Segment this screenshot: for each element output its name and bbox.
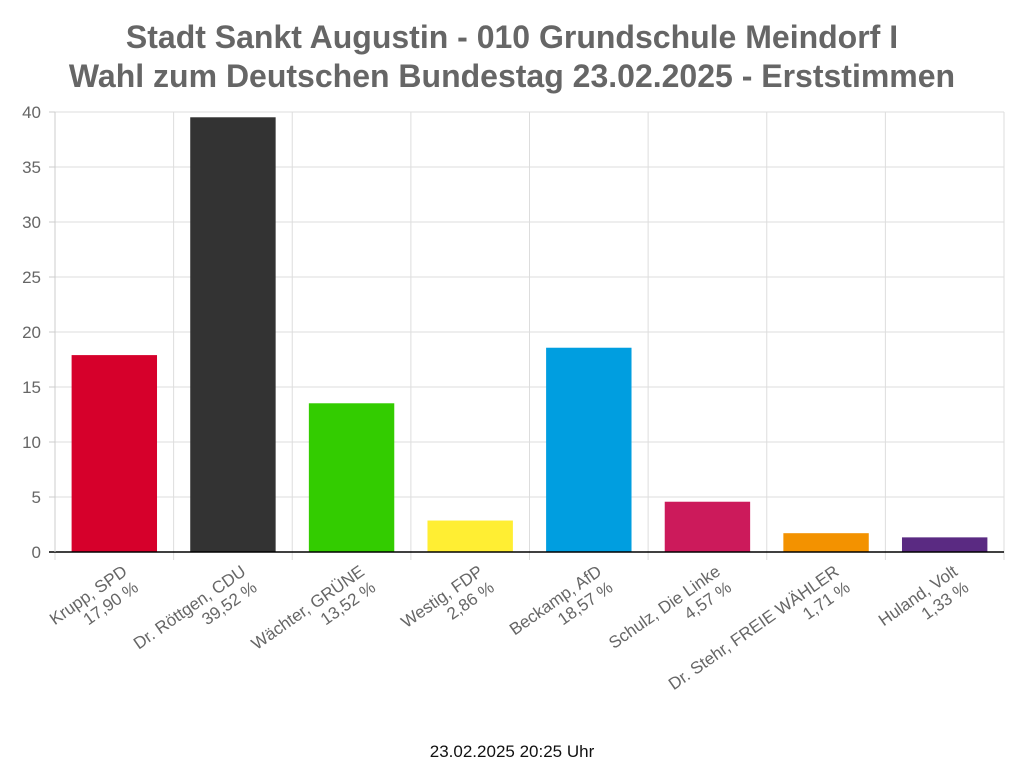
x-tick-label-3: Westig, FDP2,86 % — [398, 562, 498, 648]
x-tick-label-7: Huland, Volt1,33 % — [875, 562, 972, 646]
footer-timestamp: 23.02.2025 20:25 Uhr — [429, 742, 595, 761]
bar-6 — [783, 533, 869, 552]
bar-0 — [71, 355, 158, 552]
y-tick-label-1: 5 — [32, 488, 41, 507]
category-labels: Krupp, SPD17,90 %Dr. Röttgen, CDU39,52 %… — [46, 562, 972, 694]
y-tick-label-3: 15 — [22, 378, 41, 397]
y-tick-label-0: 0 — [32, 543, 41, 562]
x-tick-label-0: Krupp, SPD17,90 % — [46, 562, 142, 645]
y-tick-label-8: 40 — [22, 103, 41, 122]
bar-5 — [664, 501, 751, 552]
axes: 0 5 10 15 20 25 30 35 40 — [22, 103, 1004, 562]
x-tick-label-4: Beckamp, AfD18,57 % — [506, 562, 616, 655]
chart-title-line-1: Stadt Sankt Augustin - 010 Grundschule M… — [126, 19, 898, 55]
y-tick-label-7: 35 — [22, 158, 41, 177]
bar-4 — [546, 347, 632, 552]
bars — [71, 117, 988, 552]
y-tick-label-6: 30 — [22, 213, 41, 232]
bar-2 — [308, 403, 395, 552]
chart-title-line-2: Wahl zum Deutschen Bundestag 23.02.2025 … — [69, 58, 955, 94]
y-tick-label-5: 25 — [22, 268, 41, 287]
x-tick-label-2: Wächter, GRÜNE13,52 % — [248, 562, 379, 670]
bar-1 — [190, 117, 276, 552]
y-tick-label-4: 20 — [22, 323, 41, 342]
bar-3 — [427, 520, 513, 552]
y-tick-label-2: 10 — [22, 433, 41, 452]
bar-7 — [901, 537, 988, 552]
x-tick-label-1: Dr. Röttgen, CDU39,52 % — [130, 562, 260, 669]
